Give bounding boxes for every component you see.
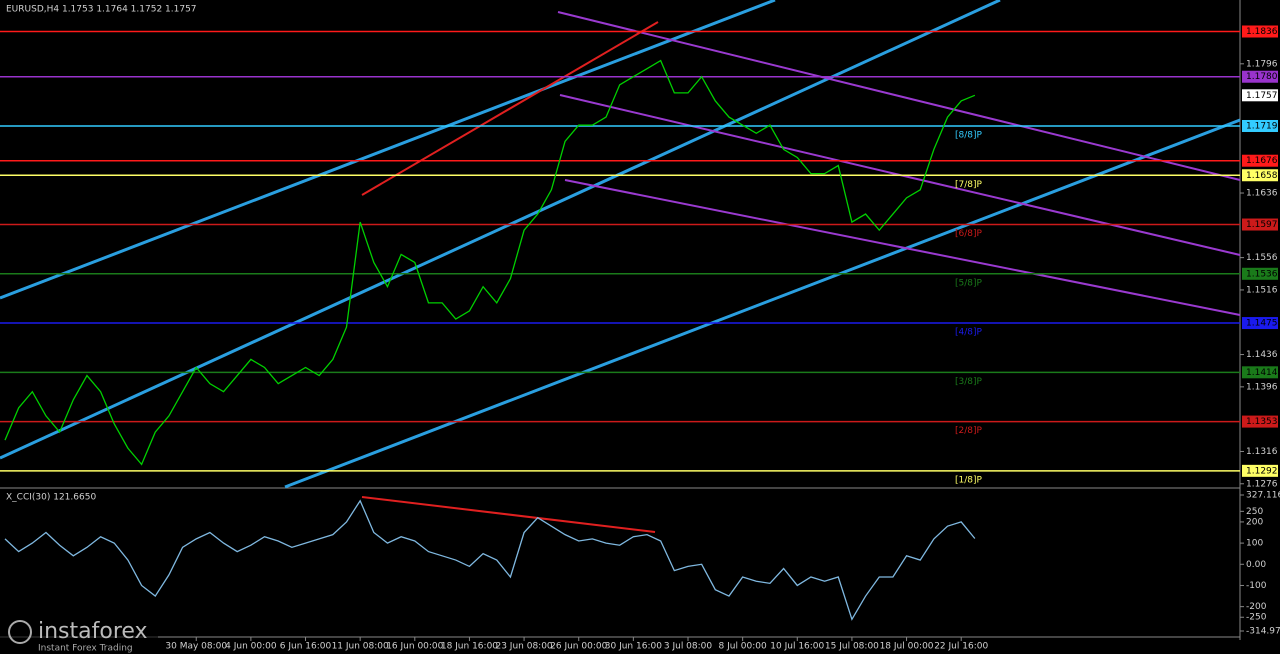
drawings (0, 0, 1241, 533)
x-tick-label: 18 Jul 00:00 (880, 642, 934, 652)
level-box (1242, 464, 1278, 477)
y-tick-label: 1.1516 (1246, 285, 1278, 295)
level-label: 1.1719 (1246, 121, 1278, 131)
price-line (4, 499, 976, 621)
x-tick-label: 6 Jun 16:00 (280, 642, 332, 652)
y-tick-label: 100 (1246, 539, 1263, 549)
brand: instaforex (38, 619, 148, 644)
x-tick-label: 22 Jul 16:00 (934, 642, 988, 652)
plot-layer: 1.1276 1.1316 1.1396 1.1436 1.1516 1.1556 1.16… (0, 25, 1280, 652)
current-price: 1.1757 (1246, 91, 1278, 101)
y-tick-label: 200 (1246, 517, 1263, 527)
level-label: 1.1292 (1246, 466, 1278, 476)
y-tick-label: 1.1396 (1246, 382, 1278, 392)
trend-channel (564, 179, 1241, 316)
channel-line (284, 118, 1241, 489)
y-tick-label: 0.00 (1246, 560, 1266, 570)
level-box (1242, 415, 1278, 428)
y-tick-label: 1.1276 (1246, 479, 1278, 489)
murrey-label: [5/8]P (955, 278, 983, 288)
murrey-label: [2/8]P (955, 426, 983, 436)
y-tick-label: -250 (1246, 613, 1267, 623)
level-box (1242, 119, 1278, 132)
level-box (1242, 169, 1278, 182)
x-tick-label: 18 Jun 16:00 (441, 642, 498, 652)
x-tick-label: 3 Jul 08:00 (664, 642, 713, 652)
x-tick-label: 8 Jul 00:00 (719, 642, 768, 652)
y-tick-label: 1.1556 (1246, 253, 1278, 263)
indicator-title: X_CCI(30) 121.6650 (6, 493, 96, 503)
level-box (1242, 317, 1278, 330)
y-tick-label: 1.1316 (1246, 447, 1278, 457)
level-label: 1.1536 (1246, 269, 1278, 279)
level-label: 1.1597 (1246, 220, 1278, 230)
chart-title: EURUSD,H4 1.1753 1.1764 1.1752 1.1757 (6, 5, 197, 15)
tagline: Instant Forex Trading (38, 644, 133, 654)
channel-line (0, 0, 776, 300)
logo-icon (8, 620, 32, 644)
y-tick-label: 1.1436 (1246, 350, 1278, 360)
level-box (1242, 366, 1278, 379)
watermark: instaforex Instant Forex Trading (0, 615, 158, 654)
y-tick-label: 250 (1246, 507, 1263, 517)
y-tick-label: 327.116 (1246, 491, 1280, 501)
y-tick-label: -314.975 (1246, 627, 1280, 637)
murrey-label: [7/8]P (955, 180, 983, 190)
y-tick-label: 1.1636 (1246, 189, 1278, 199)
y-tick-label: 1.1796 (1246, 59, 1278, 69)
level-box (1242, 218, 1278, 231)
x-tick-label: 15 Jul 08:00 (825, 642, 879, 652)
murrey-label: [8/8]P (955, 130, 983, 140)
level-box (1242, 154, 1278, 167)
x-tick-label: 11 Jun 08:00 (332, 642, 389, 652)
x-tick-label: 26 Jun 00:00 (550, 642, 607, 652)
x-tick-label: 16 Jun 00:00 (386, 642, 443, 652)
x-tick-label: 10 Jul 16:00 (770, 642, 824, 652)
level-label: 1.1836 (1246, 27, 1278, 37)
murrey-label: [6/8]P (955, 229, 983, 239)
level-label: 1.1658 (1246, 171, 1278, 181)
level-box (1242, 25, 1278, 38)
trend-line (361, 21, 659, 196)
trend-channel (557, 11, 1241, 181)
level-label: 1.1475 (1246, 319, 1278, 329)
level-label: 1.1414 (1246, 368, 1278, 378)
x-tick-label: 30 May 08:00 (165, 642, 227, 652)
current-price-box (1242, 89, 1278, 102)
x-tick-label: 23 Jun 08:00 (495, 642, 552, 652)
y-tick-label: -100 (1246, 581, 1267, 591)
x-tick-label: 30 Jun 16:00 (605, 642, 662, 652)
murrey-label: [3/8]P (955, 377, 983, 387)
divergence-line (361, 496, 656, 533)
murrey-label: [4/8]P (955, 328, 983, 338)
murrey-label: [1/8]P (955, 475, 983, 485)
level-label: 1.1676 (1246, 156, 1278, 166)
price-line (4, 59, 976, 466)
y-tick-label: -200 (1246, 602, 1267, 612)
watermark-bg (0, 615, 158, 654)
level-box (1242, 70, 1278, 83)
x-tick-label: 4 Jun 00:00 (225, 642, 277, 652)
level-label: 1.1353 (1246, 417, 1278, 427)
level-label: 1.1780 (1246, 72, 1278, 82)
level-box (1242, 267, 1278, 280)
